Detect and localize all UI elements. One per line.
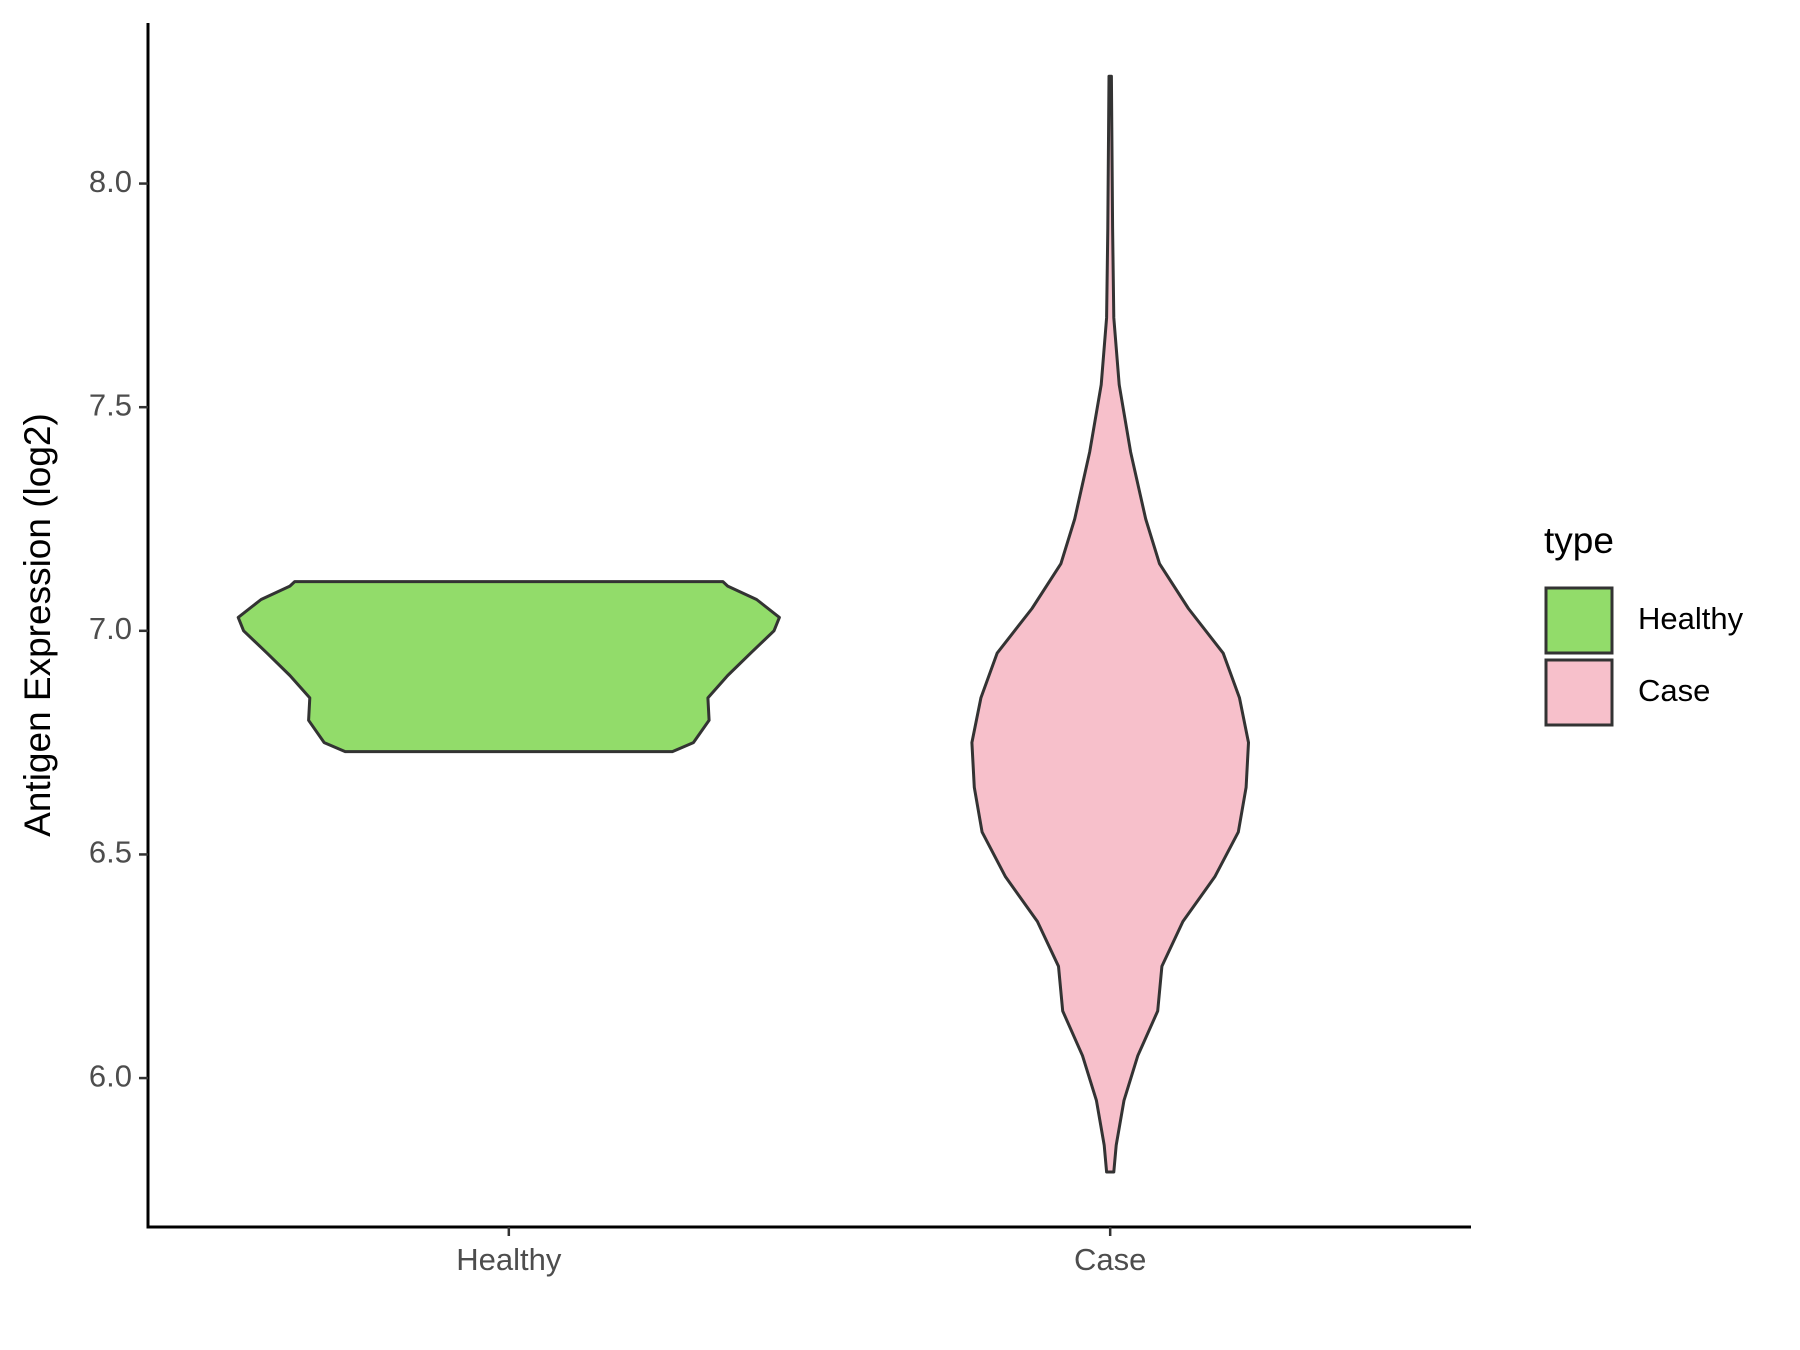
legend-swatch xyxy=(1544,586,1614,655)
legend-label: Healthy xyxy=(1638,601,1744,636)
x-tick-label: Case xyxy=(1074,1242,1146,1277)
x-tick-label: Healthy xyxy=(456,1242,562,1277)
y-tick-label: 7.5 xyxy=(89,387,132,422)
y-tick-label: 6.0 xyxy=(89,1058,132,1093)
y-tick-label: 7.0 xyxy=(89,611,132,646)
violin xyxy=(970,74,1250,1174)
y-axis-title: Antigen Expression (log2) xyxy=(17,413,58,837)
y-tick-label: 6.5 xyxy=(89,835,132,870)
legend-swatch xyxy=(1544,658,1614,727)
legend-label: Case xyxy=(1638,673,1710,708)
legend-title: type xyxy=(1544,520,1614,561)
violin xyxy=(236,580,781,754)
y-tick-label: 8.0 xyxy=(89,164,132,199)
